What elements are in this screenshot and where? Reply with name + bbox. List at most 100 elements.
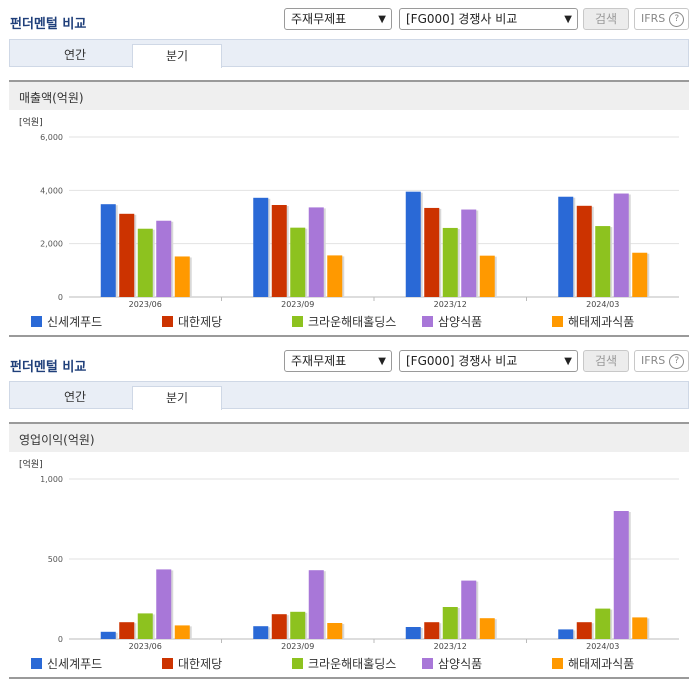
tab-annual[interactable]: 연간 (63, 48, 87, 62)
x-tick-label: 2023/06 (129, 642, 162, 650)
bar[interactable] (442, 607, 458, 639)
legend-swatch (292, 658, 303, 669)
bar[interactable] (613, 193, 629, 297)
bar[interactable] (290, 611, 306, 639)
bar[interactable] (156, 220, 172, 297)
legend-label: 크라운해태홀딩스 (308, 657, 397, 671)
bar[interactable] (558, 629, 574, 639)
bar[interactable] (442, 227, 458, 297)
bar[interactable] (461, 580, 477, 639)
legend-label: 삼양식품 (438, 315, 483, 329)
chevron-down-icon: ▼ (378, 356, 386, 367)
section-title: 펀더멘털 비교 (10, 360, 87, 375)
legend-label: 해태제과식품 (568, 657, 635, 671)
bar[interactable] (100, 631, 116, 639)
legend-swatch (31, 316, 42, 327)
fundamental-section-2: 펀더멘털 비교 주재무제표 ▼ [FG000] 경쟁사 비교 ▼ 검색 IFRS… (0, 342, 696, 684)
chevron-down-icon: ▼ (564, 356, 572, 367)
bar[interactable] (405, 627, 421, 639)
bar[interactable] (479, 618, 495, 639)
bar[interactable] (174, 256, 190, 297)
section-bottom-rule (9, 677, 689, 679)
metric-header: 영업이익(억원) (9, 422, 689, 452)
section-title: 펀더멘털 비교 (10, 17, 87, 32)
bar[interactable] (595, 226, 611, 297)
bar[interactable] (119, 213, 135, 297)
search-button[interactable]: 검색 (583, 350, 629, 372)
bar[interactable] (558, 196, 574, 297)
bar[interactable] (327, 623, 343, 639)
y-unit-label: [억원] (19, 116, 43, 128)
bar[interactable] (271, 614, 287, 639)
statement-select[interactable]: 주재무제표 ▼ (284, 350, 392, 372)
statement-select[interactable]: 주재무제표 ▼ (284, 8, 392, 30)
legend-item[interactable]: 삼양식품 (422, 655, 482, 672)
ifrs-label: IFRS (641, 354, 666, 367)
section-bottom-rule (9, 335, 689, 337)
bar[interactable] (576, 622, 592, 639)
bar[interactable] (253, 626, 269, 639)
compare-select-value: [FG000] 경쟁사 비교 (406, 12, 518, 26)
legend-label: 해태제과식품 (568, 315, 635, 329)
bar[interactable] (119, 622, 135, 639)
legend-item[interactable]: 삼양식품 (422, 313, 482, 330)
revenue-chart: [억원] 0 2,000 4,000 6,000 2023/06 2023/09 2023/1… (19, 116, 679, 308)
bar[interactable] (308, 207, 324, 297)
tab-quarterly[interactable]: 분기 (132, 386, 222, 410)
bar[interactable] (174, 625, 190, 639)
legend-item[interactable]: 대한제당 (162, 655, 222, 672)
metric-header: 매출액(억원) (9, 80, 689, 110)
bar[interactable] (271, 205, 287, 297)
period-tabbar: 연간 분기 (9, 381, 689, 410)
bar[interactable] (632, 252, 648, 297)
bar[interactable] (137, 613, 153, 639)
y-tick-label: 0 (58, 293, 63, 302)
legend-swatch (292, 316, 303, 327)
bar[interactable] (100, 204, 116, 297)
bar[interactable] (137, 228, 153, 297)
ifrs-label: IFRS (641, 12, 666, 25)
legend-item[interactable]: 대한제당 (162, 313, 222, 330)
legend-item[interactable]: 신세계푸드 (31, 313, 102, 330)
compare-select[interactable]: [FG000] 경쟁사 비교 ▼ (399, 8, 578, 30)
bar[interactable] (632, 617, 648, 639)
compare-select[interactable]: [FG000] 경쟁사 비교 ▼ (399, 350, 578, 372)
bar[interactable] (308, 570, 324, 639)
bar[interactable] (576, 205, 592, 297)
bar[interactable] (613, 511, 629, 639)
legend-swatch (162, 658, 173, 669)
legend-label: 신세계푸드 (47, 315, 103, 329)
legend-item[interactable]: 신세계푸드 (31, 655, 102, 672)
legend-label: 크라운해태홀딩스 (308, 315, 397, 329)
tab-annual[interactable]: 연간 (63, 390, 87, 404)
search-button[interactable]: 검색 (583, 8, 629, 30)
y-unit-label: [억원] (19, 458, 43, 470)
legend-item[interactable]: 크라운해태홀딩스 (292, 655, 396, 672)
legend-swatch (31, 658, 42, 669)
legend-swatch (422, 316, 433, 327)
bar[interactable] (405, 191, 421, 297)
help-icon[interactable]: ? (669, 11, 685, 27)
operating-profit-chart: [억원] 0 500 1,000 2023/06 2023/09 2023/12 2024/0… (19, 458, 679, 650)
bar[interactable] (156, 569, 172, 639)
chevron-down-icon: ▼ (378, 14, 386, 25)
bar[interactable] (461, 209, 477, 297)
bar[interactable] (253, 197, 269, 297)
ifrs-button[interactable]: IFRS? (634, 350, 689, 372)
bar[interactable] (424, 207, 440, 297)
bar[interactable] (290, 227, 306, 297)
help-icon[interactable]: ? (669, 353, 685, 369)
tab-quarterly[interactable]: 분기 (132, 44, 222, 68)
legend-item[interactable]: 해태제과식품 (552, 655, 634, 672)
legend-item[interactable]: 크라운해태홀딩스 (292, 313, 396, 330)
legend-label: 삼양식품 (438, 657, 483, 671)
bar[interactable] (479, 255, 495, 297)
legend-item[interactable]: 해태제과식품 (552, 313, 634, 330)
ifrs-button[interactable]: IFRS? (634, 8, 689, 30)
bar[interactable] (327, 255, 343, 297)
statement-select-value: 주재무제표 (291, 354, 347, 368)
x-tick-label: 2024/03 (586, 642, 619, 650)
bar[interactable] (424, 622, 440, 639)
bar[interactable] (595, 608, 611, 639)
fundamental-section-1: 펀더멘털 비교 주재무제표 ▼ [FG000] 경쟁사 비교 ▼ 검색 IFRS… (9, 8, 689, 337)
